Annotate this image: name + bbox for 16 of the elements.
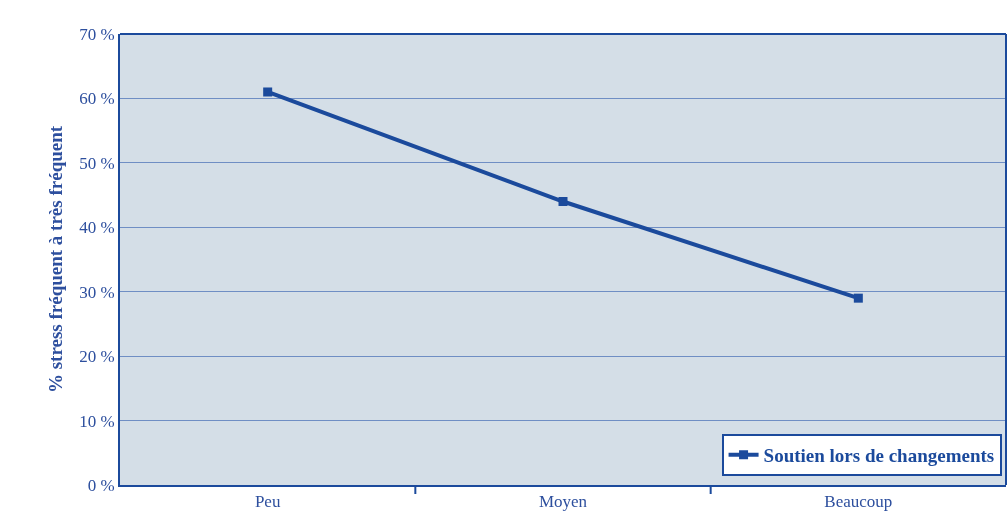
x-tick-label: Peu bbox=[254, 492, 281, 512]
y-tick-label: 30 % bbox=[79, 282, 115, 302]
point bbox=[263, 87, 273, 97]
point bbox=[558, 197, 568, 207]
x-tick-label: Moyen bbox=[538, 492, 588, 512]
x-tick-label: Beaucoup bbox=[824, 492, 893, 512]
legend-label: Soutien lors de changements bbox=[763, 445, 995, 467]
y-tick-label: 70 % bbox=[79, 24, 115, 44]
y-tick-label: 60 % bbox=[79, 89, 115, 109]
point bbox=[853, 293, 863, 303]
y-tick-label: 0 % bbox=[87, 475, 115, 495]
y-tick-label: 10 % bbox=[79, 411, 115, 431]
y-tick-label: 20 % bbox=[79, 347, 115, 367]
y-axis-title: % stress fréquent à très fréquent bbox=[44, 125, 66, 394]
y-tick-label: 40 % bbox=[79, 218, 115, 238]
y-tick-label: 50 % bbox=[79, 153, 115, 173]
